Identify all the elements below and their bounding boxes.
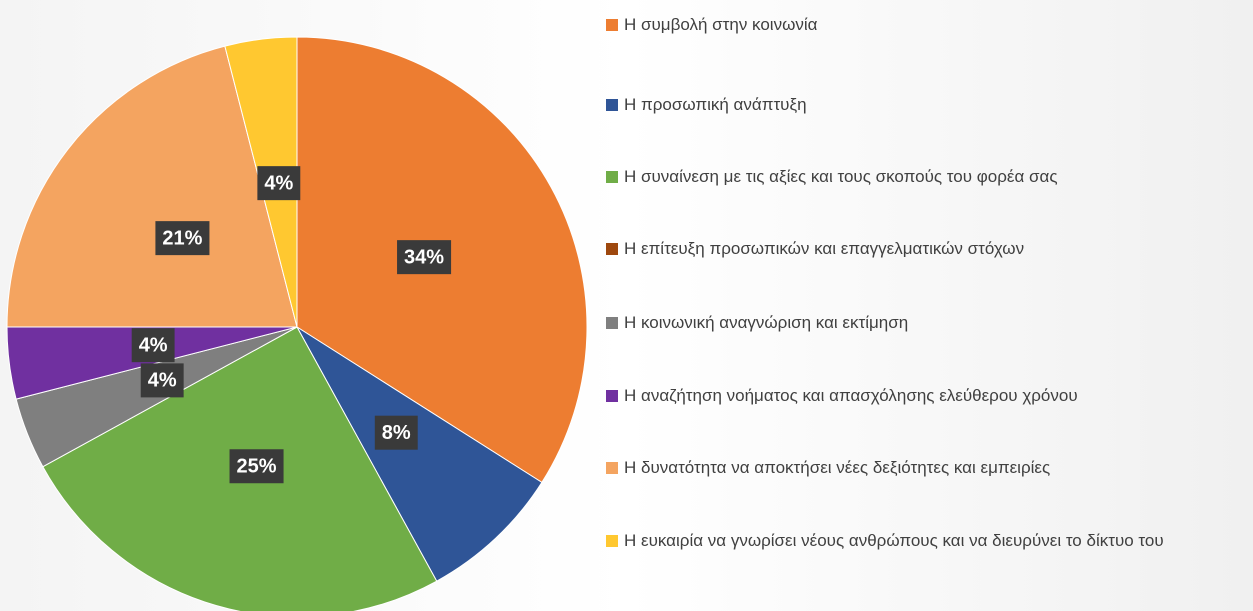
- data-label-text: 8%: [382, 422, 411, 444]
- data-label-text: 25%: [237, 456, 277, 478]
- legend-swatch: [606, 99, 618, 111]
- data-label: 4%: [131, 328, 175, 363]
- legend-entry: Η κοινωνική αναγνώριση και εκτίμηση: [606, 312, 1246, 334]
- pie-slice: [6, 45, 298, 328]
- data-label-box: [257, 166, 301, 201]
- data-label-box: [229, 449, 284, 484]
- data-label-box: [374, 415, 418, 450]
- legend-entry: Η επίτευξη προσωπικών και επαγγελματικών…: [606, 238, 1246, 260]
- legend-label: Η συμβολή στην κοινωνία: [624, 15, 818, 34]
- legend-label: Η κοινωνική αναγνώριση και εκτίμηση: [624, 313, 909, 332]
- legend-swatch: [606, 19, 618, 31]
- data-label-text: 4%: [148, 370, 177, 392]
- legend-label: Η αναζήτηση νοήματος και απασχόλησης ελε…: [624, 386, 1078, 405]
- legend-label: Η προσωπική ανάπτυξη: [624, 95, 807, 114]
- data-label-text: 4%: [264, 172, 293, 194]
- data-label-box: [397, 240, 452, 275]
- legend-label: Η δυνατότητα να αποκτήσει νέες δεξιότητε…: [624, 458, 1051, 477]
- data-label: 4%: [140, 363, 184, 398]
- legend-swatch: [606, 462, 618, 474]
- data-label: 34%: [397, 240, 452, 275]
- legend-entry: Η ευκαιρία να γνωρίσει νέους ανθρώπους κ…: [606, 530, 1246, 552]
- legend: Η συμβολή στην κοινωνία Η προσωπική ανάπτ…: [598, 0, 1253, 611]
- legend-swatch: [606, 243, 618, 255]
- data-label: 25%: [229, 449, 284, 484]
- data-label: 21%: [155, 221, 210, 256]
- legend-swatch: [606, 171, 618, 183]
- legend-entry: Η δυνατότητα να αποκτήσει νέες δεξιότητε…: [606, 457, 1246, 479]
- data-label-box: [140, 363, 184, 398]
- legend-label: Η επίτευξη προσωπικών και επαγγελματικών…: [624, 239, 1025, 258]
- legend-entry: Η συναίνεση με τις αξίες και τους σκοπού…: [606, 166, 1246, 188]
- legend-entry: Η προσωπική ανάπτυξη: [606, 94, 1246, 116]
- data-label-text: 21%: [162, 227, 202, 249]
- legend-swatch: [606, 535, 618, 547]
- chart: 34% 8% 25% 4% 4% 21% 4%: [6, 36, 588, 611]
- data-label: 8%: [374, 415, 418, 450]
- legend-swatch: [606, 317, 618, 329]
- legend-entry: Η συμβολή στην κοινωνία: [606, 14, 1246, 36]
- data-label-box: [131, 328, 175, 363]
- legend-label: Η ευκαιρία να γνωρίσει νέους ανθρώπους κ…: [624, 531, 1164, 550]
- legend-entry: Η αναζήτηση νοήματος και απασχόλησης ελε…: [606, 385, 1246, 407]
- legend-swatch: [606, 390, 618, 402]
- data-label-text: 34%: [404, 246, 444, 268]
- pie-slice: [296, 326, 543, 582]
- data-label: 4%: [257, 166, 301, 201]
- data-label-box: [155, 221, 210, 256]
- legend-label: Η συναίνεση με τις αξίες και τους σκοπού…: [624, 167, 1058, 186]
- data-label-text: 4%: [139, 334, 168, 356]
